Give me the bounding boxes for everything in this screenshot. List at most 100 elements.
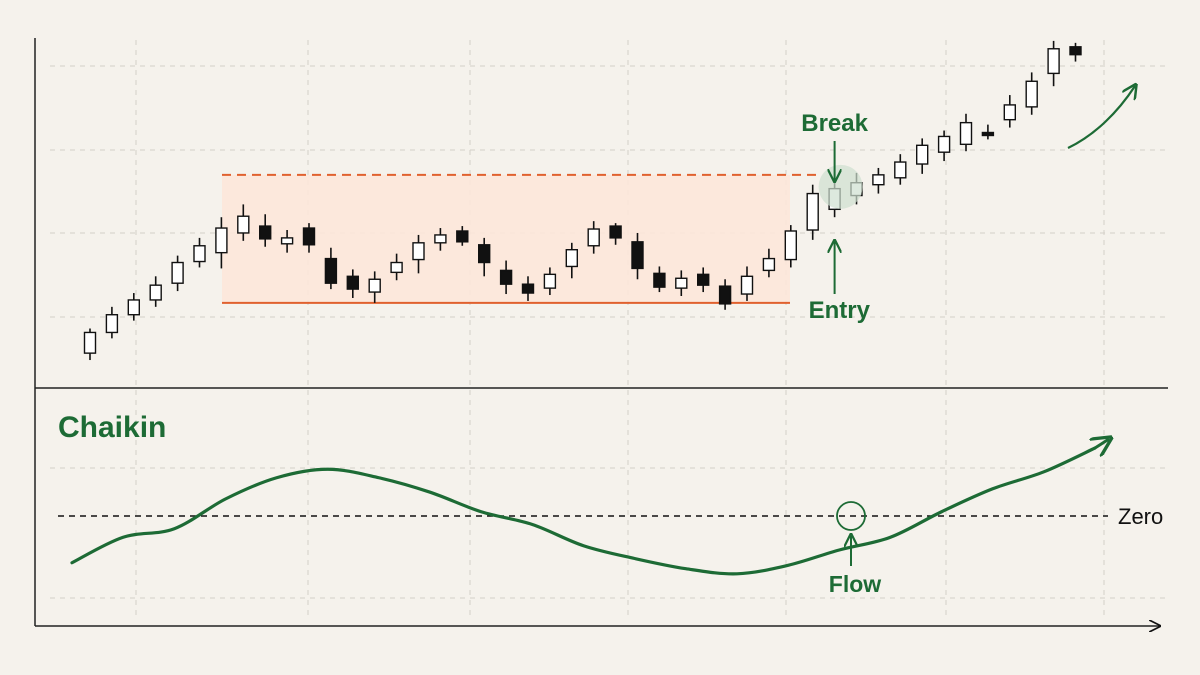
candle-body <box>916 144 929 165</box>
candle-12 <box>324 247 338 290</box>
candle-3 <box>127 293 141 321</box>
candle-body <box>215 227 228 254</box>
candle-body <box>302 227 316 246</box>
candle-7 <box>215 217 228 269</box>
candle-9 <box>259 214 272 247</box>
candle-body <box>806 192 819 231</box>
grid <box>50 40 1165 615</box>
candle-41 <box>959 113 973 152</box>
candle-43 <box>1003 95 1016 128</box>
candle-body <box>653 272 666 288</box>
break-label: Break <box>801 110 868 137</box>
breakout-highlight <box>818 164 863 209</box>
candle-body <box>412 242 425 261</box>
candle-27 <box>653 266 666 293</box>
candle-body <box>237 215 250 234</box>
candle-body <box>937 135 951 153</box>
candle-body <box>171 261 184 284</box>
candle-31 <box>740 266 754 301</box>
chaikin-series-line <box>70 446 1097 576</box>
candle-body <box>434 234 447 244</box>
candle-38 <box>894 154 907 185</box>
trend-up-arrow <box>1067 86 1135 149</box>
candle-21 <box>521 276 535 301</box>
candle-14 <box>368 271 381 303</box>
candle-body <box>499 269 513 285</box>
candle-body <box>762 257 776 272</box>
flow-label: Flow <box>829 571 881 597</box>
candle-body <box>83 331 97 354</box>
candle-body <box>1069 46 1082 56</box>
candle-40 <box>937 130 951 162</box>
candle-body <box>478 244 491 264</box>
candle-6 <box>193 237 206 268</box>
candle-24 <box>587 221 600 254</box>
breakout-annotations: Break Entry <box>801 86 1135 324</box>
candle-10 <box>280 230 294 253</box>
candle-32 <box>762 248 776 278</box>
candle-body <box>259 225 272 240</box>
candle-body <box>390 261 403 274</box>
candle-body <box>587 228 600 247</box>
candle-body <box>697 273 710 286</box>
candle-26 <box>631 232 644 280</box>
candle-46 <box>1069 42 1082 62</box>
candle-2 <box>105 306 119 339</box>
candle-44 <box>1025 72 1038 115</box>
candle-body <box>280 237 294 245</box>
candle-body <box>718 285 732 305</box>
candle-body <box>543 273 557 289</box>
candle-body <box>127 299 141 316</box>
candle-16 <box>412 234 425 274</box>
candle-8 <box>237 204 250 241</box>
candle-body <box>368 278 381 293</box>
candle-34 <box>806 184 819 240</box>
candle-18 <box>456 226 469 246</box>
candle-13 <box>346 269 359 298</box>
candle-body <box>609 225 622 239</box>
candle-body <box>959 121 973 146</box>
zero-label: Zero <box>1118 504 1163 529</box>
candle-33 <box>784 225 797 268</box>
candle-42 <box>981 124 995 140</box>
candle-body <box>740 275 754 295</box>
candle-25 <box>609 223 622 245</box>
candle-body <box>872 174 885 186</box>
candle-body <box>981 131 995 137</box>
candle-20 <box>499 260 513 295</box>
indicator-title: Chaikin <box>58 411 166 444</box>
candle-22 <box>543 267 557 296</box>
candle-body <box>1025 80 1038 108</box>
candle-body <box>521 283 535 294</box>
candle-body <box>456 230 469 243</box>
candles <box>83 40 1082 361</box>
entry-label: Entry <box>809 297 871 324</box>
candle-body <box>1047 48 1060 75</box>
candle-body <box>346 275 359 290</box>
candle-39 <box>916 138 929 174</box>
candle-body <box>149 284 162 301</box>
candle-body <box>1003 104 1016 121</box>
candle-30 <box>718 279 732 310</box>
candle-body <box>193 245 206 263</box>
candle-45 <box>1047 40 1060 87</box>
candle-37 <box>872 167 885 194</box>
candle-4 <box>149 276 162 307</box>
candle-body <box>631 241 644 270</box>
candle-body <box>565 249 578 268</box>
candle-23 <box>565 242 578 279</box>
candle-body <box>324 257 338 284</box>
candle-body <box>105 314 119 334</box>
candle-29 <box>697 267 710 293</box>
candle-5 <box>171 255 184 292</box>
chaikin-arrowhead <box>1095 439 1109 448</box>
candle-28 <box>675 270 688 297</box>
candle-1 <box>83 328 97 361</box>
candle-11 <box>302 223 316 253</box>
candle-17 <box>434 228 447 251</box>
zero-cross-marker <box>836 501 866 531</box>
candle-15 <box>390 253 403 281</box>
candle-body <box>784 230 797 261</box>
